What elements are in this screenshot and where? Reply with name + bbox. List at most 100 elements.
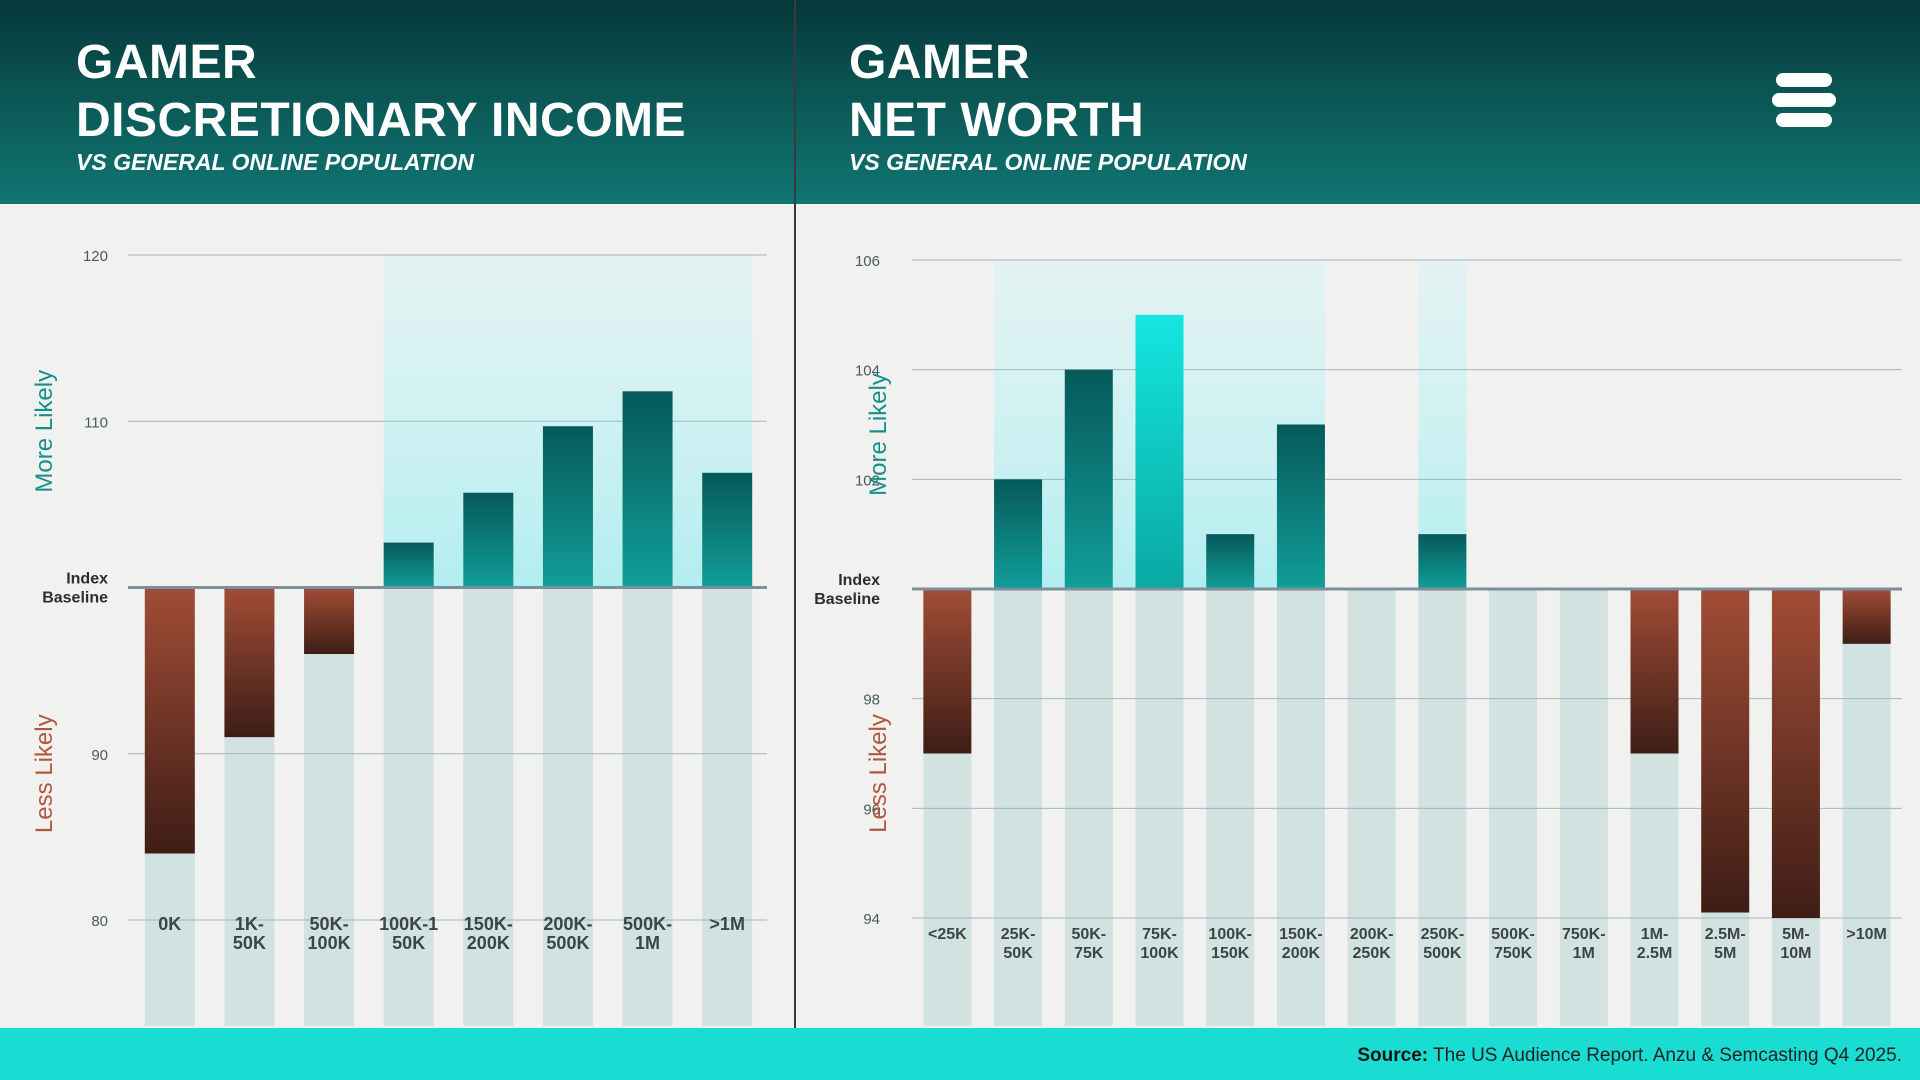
category-column	[622, 587, 673, 1026]
category-column	[702, 587, 753, 1026]
category-label: 1M-	[1641, 926, 1669, 943]
category-label: 2.5M-	[1705, 926, 1746, 943]
bar-positive	[994, 479, 1043, 589]
category-column	[1135, 589, 1184, 1026]
baseline-label: Baseline	[814, 591, 880, 608]
y-tick-label: 110	[84, 414, 108, 431]
category-label: 250K-	[1421, 926, 1465, 943]
right-title-line2: NET WORTH	[849, 94, 1145, 147]
left-chart-subtitle: VS GENERAL ONLINE POPULATION	[76, 149, 474, 175]
y-tick-label: 90	[91, 747, 108, 764]
category-label: 50K	[392, 933, 425, 953]
bar-positive	[1276, 424, 1325, 589]
bar-negative	[923, 589, 972, 754]
category-column	[304, 587, 355, 1026]
category-label: 100K	[308, 933, 351, 953]
category-label: 5M-	[1782, 926, 1810, 943]
more-likely-label: More Likely	[31, 370, 58, 493]
bar-positive	[383, 542, 434, 588]
category-label: >10M	[1846, 926, 1886, 943]
category-column	[1276, 589, 1325, 1026]
category-label: >1M	[709, 914, 745, 934]
bar-negative	[144, 587, 195, 854]
category-label: 50K-	[310, 914, 349, 934]
category-label: 1K-	[235, 914, 264, 934]
category-label: 500K	[1423, 945, 1462, 962]
source-text: The US Audience Report. Anzu & Semcastin…	[1428, 1045, 1902, 1066]
category-column	[994, 589, 1043, 1026]
category-label: 750K	[1494, 945, 1533, 962]
y-tick-label: 98	[863, 692, 880, 709]
right-chart-subtitle: VS GENERAL ONLINE POPULATION	[849, 149, 1247, 175]
category-column	[1206, 589, 1255, 1026]
category-label: 1M	[635, 933, 660, 953]
source-citation: Source: The US Audience Report. Anzu & S…	[1357, 1045, 1902, 1067]
header-banner	[0, 0, 1920, 204]
y-tick-label: 106	[855, 253, 880, 270]
right-chart-title: GAMER NET WORTH	[849, 34, 1144, 150]
y-tick-label: 102	[855, 472, 880, 489]
footer-bar	[0, 1028, 1920, 1080]
category-label: 150K-	[464, 914, 513, 934]
baseline-label: Index	[66, 571, 108, 588]
bar-negative	[304, 587, 355, 654]
bar-positive	[1418, 534, 1467, 589]
category-label: 10M	[1780, 945, 1811, 962]
source-label: Source:	[1357, 1045, 1429, 1066]
category-label: 500K	[546, 933, 589, 953]
category-label: 100K-	[1208, 926, 1252, 943]
category-label: 75K-	[1142, 926, 1177, 943]
baseline-label: Baseline	[42, 590, 108, 607]
bar-negative	[1630, 589, 1679, 754]
networth-chart: 94 96 98 102 104 106 Index Baseline <25K 25K- 50K 5…	[814, 253, 1902, 1026]
y-tick-label: 96	[863, 801, 880, 818]
category-label: 50K-	[1071, 926, 1106, 943]
category-column	[1489, 589, 1538, 1026]
anzu-logo-icon	[1772, 73, 1836, 127]
category-column	[1064, 589, 1113, 1026]
category-label: 200K-	[543, 914, 592, 934]
category-label: 100K-1	[379, 914, 438, 934]
category-label: 200K	[1282, 945, 1321, 962]
bar-positive	[1135, 314, 1184, 589]
bar-negative	[1842, 589, 1891, 644]
category-label: 100K	[1140, 945, 1179, 962]
category-label: 1M	[1573, 945, 1595, 962]
category-column	[1347, 589, 1396, 1026]
category-label: 5M	[1714, 945, 1736, 962]
category-column	[463, 587, 514, 1026]
bar-positive	[702, 472, 753, 588]
bar-negative	[1701, 589, 1750, 913]
less-likely-label: Less Likely	[31, 714, 58, 833]
bar-positive	[622, 391, 673, 588]
category-label: 750K-	[1562, 926, 1606, 943]
category-label: 200K	[467, 933, 510, 953]
category-label: <25K	[928, 926, 967, 943]
bar-positive	[463, 492, 514, 588]
category-column	[1842, 589, 1891, 1026]
category-label: 150K-	[1279, 926, 1323, 943]
bar-negative	[224, 587, 275, 738]
bar-negative	[1771, 589, 1820, 918]
category-label: 50K	[233, 933, 266, 953]
bar-positive	[1064, 369, 1113, 589]
bar-positive	[1206, 534, 1255, 589]
left-title-line1: GAMER	[76, 36, 258, 89]
y-tick-label: 80	[91, 913, 108, 930]
category-label: 75K	[1074, 945, 1104, 962]
category-label: 500K-	[1491, 926, 1535, 943]
left-title-line2: DISCRETIONARY INCOME	[76, 94, 687, 147]
less-likely-label: Less Likely	[865, 714, 892, 833]
category-label: 500K-	[623, 914, 672, 934]
y-tick-label: 94	[863, 911, 880, 928]
category-label: 150K	[1211, 945, 1250, 962]
category-column	[1559, 589, 1608, 1026]
more-likely-label: More Likely	[865, 373, 892, 496]
panel-divider	[794, 0, 796, 1028]
category-label: 250K	[1353, 945, 1392, 962]
y-tick-label: 120	[83, 248, 108, 265]
y-tick-label: 104	[855, 363, 880, 380]
category-label: 2.5M	[1637, 945, 1673, 962]
category-column	[383, 587, 434, 1026]
